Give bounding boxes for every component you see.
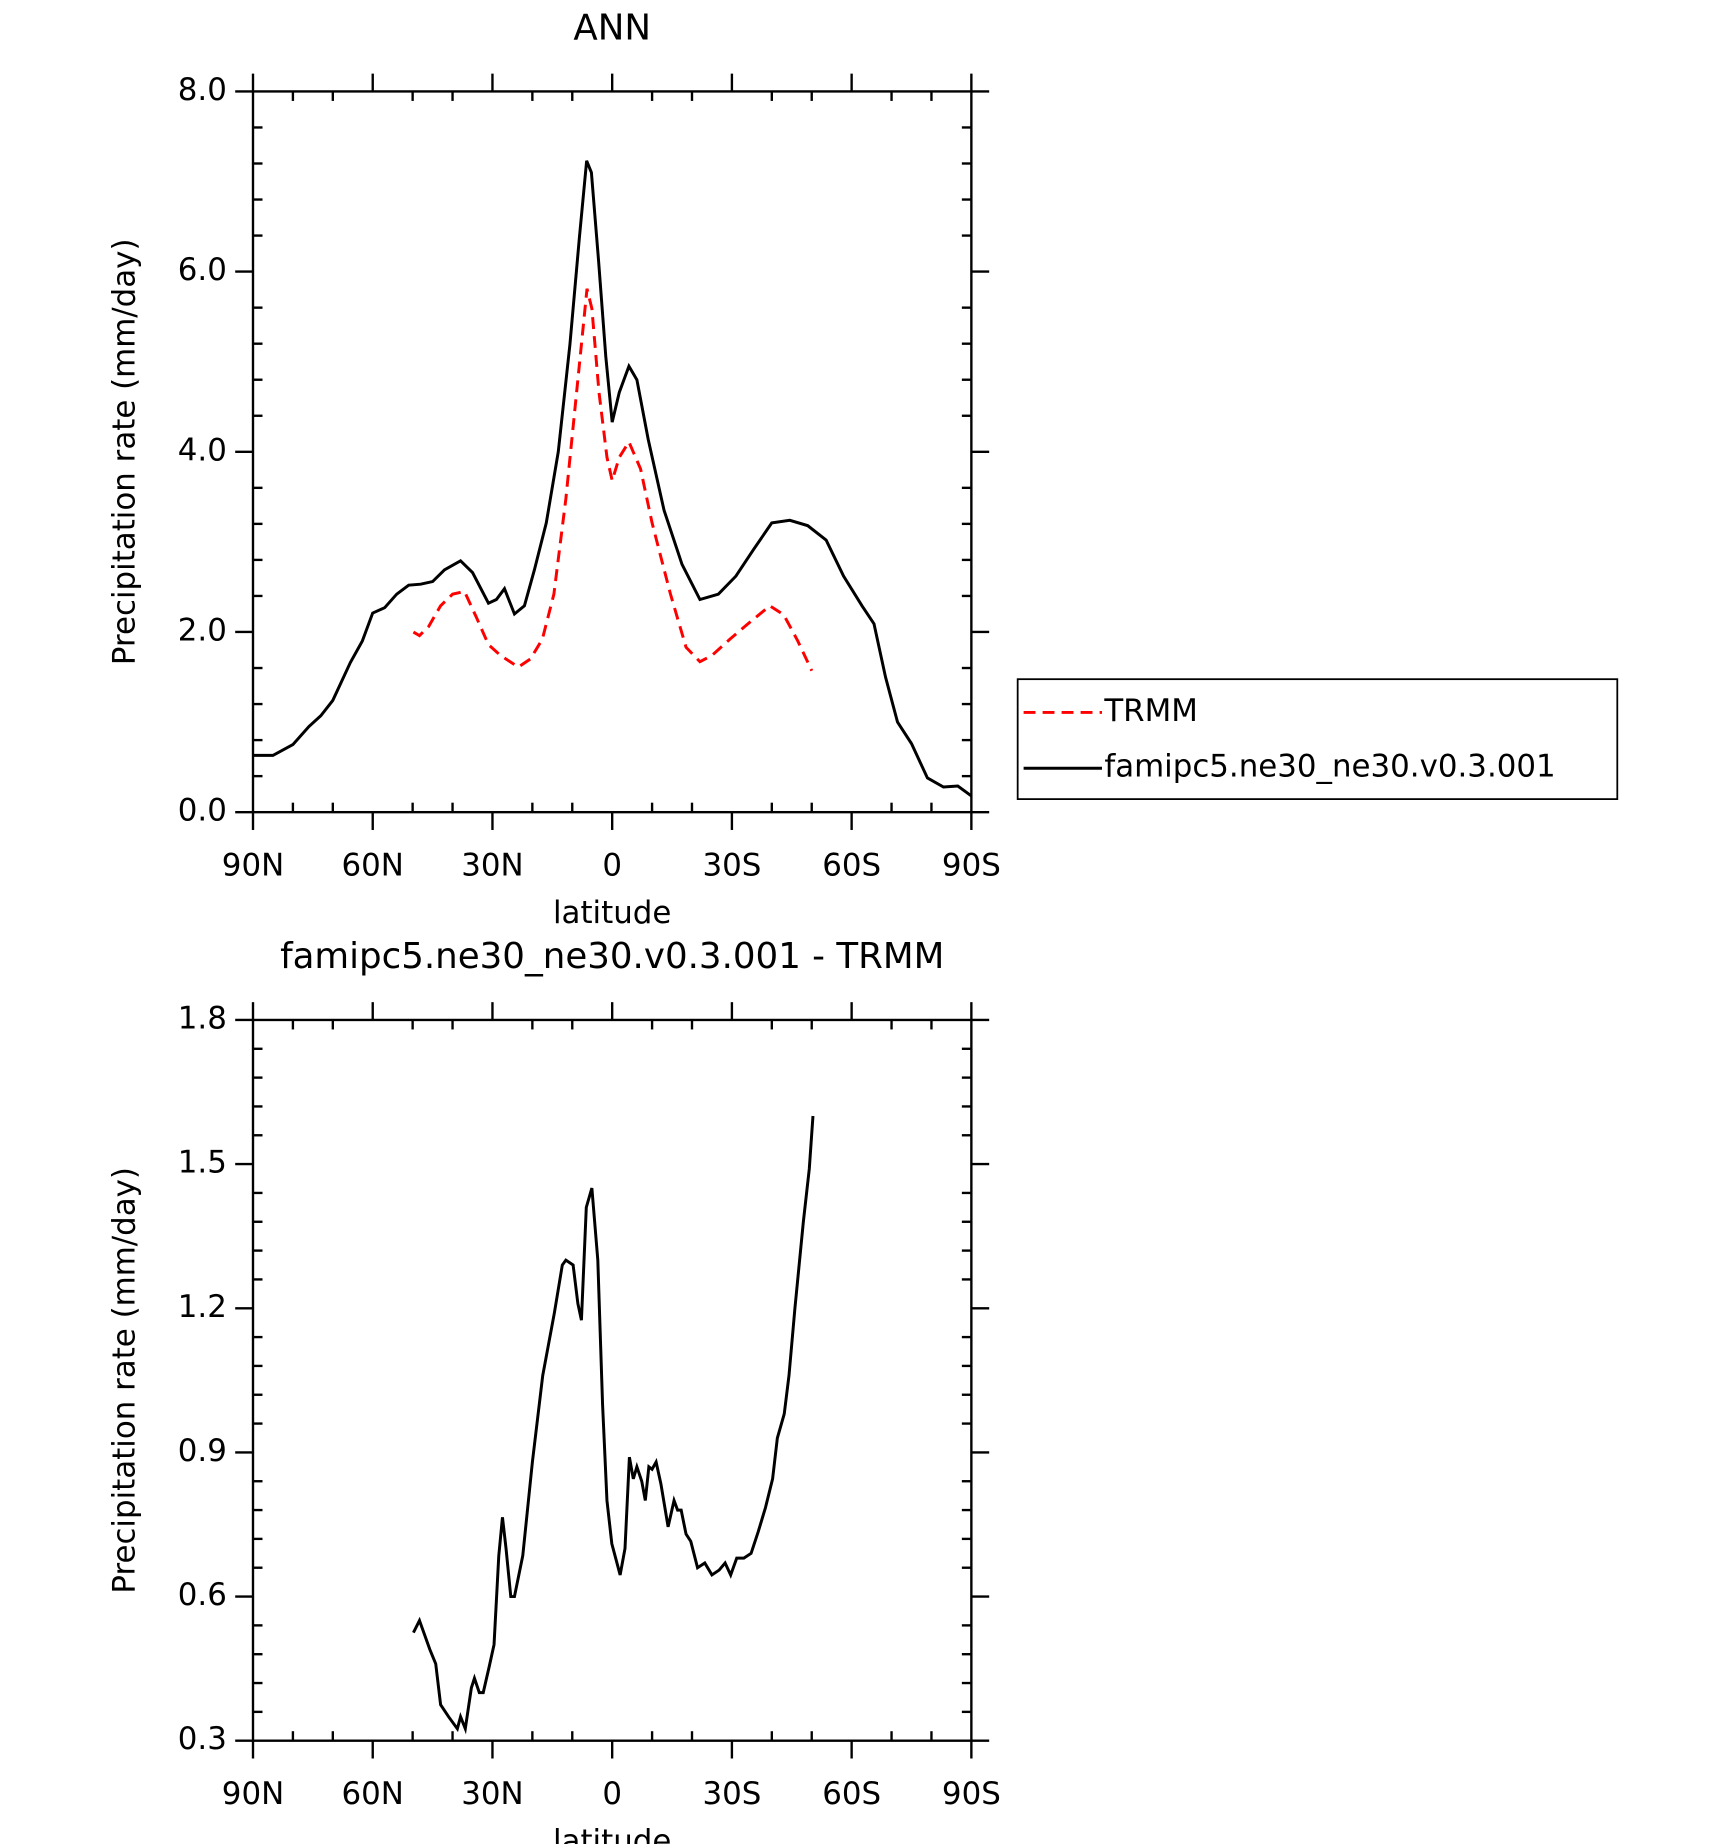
y-tick-label: 2.0 <box>178 612 227 648</box>
x-tick-label: 0 <box>602 1776 622 1812</box>
x-tick-label: 0 <box>602 847 622 883</box>
y-axis-label: Precipitation rate (mm/day) <box>106 239 142 666</box>
data-line <box>252 160 973 798</box>
y-tick-label: 6.0 <box>178 252 227 288</box>
chart-title: famipc5.ne30_ne30.v0.3.001 - TRMM <box>280 936 944 977</box>
y-tick-label: 0.3 <box>178 1721 227 1757</box>
plot-frame <box>251 1018 973 1742</box>
y-tick-label: 8.0 <box>178 72 227 108</box>
y-axis-label: Precipitation rate (mm/day) <box>106 1167 142 1594</box>
y-tick-label: 1.2 <box>178 1289 227 1325</box>
y-tick-label: 4.0 <box>178 432 227 468</box>
x-axis-label: latitude <box>553 895 671 931</box>
y-tick-label: 1.5 <box>178 1145 227 1181</box>
y-tick-label: 0.6 <box>178 1577 227 1613</box>
data-line <box>412 288 814 672</box>
legend-label: famipc5.ne30_ne30.v0.3.001 <box>1104 749 1555 785</box>
x-tick-label: 90N <box>222 1776 284 1812</box>
chart-title: ANN <box>573 8 651 49</box>
x-tick-label: 90S <box>942 1776 1001 1812</box>
x-tick-label: 60N <box>342 847 404 883</box>
y-tick-label: 0.0 <box>178 793 227 829</box>
x-tick-label: 60S <box>822 1776 881 1812</box>
x-tick-label: 30N <box>461 1776 523 1812</box>
x-axis-label: latitude <box>553 1823 671 1844</box>
x-tick-label: 90S <box>942 847 1001 883</box>
y-tick-label: 0.9 <box>178 1433 227 1469</box>
x-tick-label: 90N <box>222 847 284 883</box>
y-tick-label: 1.8 <box>178 1000 227 1036</box>
legend-label: TRMM <box>1103 693 1198 729</box>
x-tick-label: 60S <box>822 847 881 883</box>
x-tick-label: 30S <box>702 1776 761 1812</box>
legend-box <box>1016 678 1619 800</box>
x-tick-label: 30S <box>702 847 761 883</box>
plot-frame <box>251 90 973 814</box>
x-tick-label: 30N <box>461 847 523 883</box>
x-tick-label: 60N <box>342 1776 404 1812</box>
data-line <box>412 1115 815 1735</box>
